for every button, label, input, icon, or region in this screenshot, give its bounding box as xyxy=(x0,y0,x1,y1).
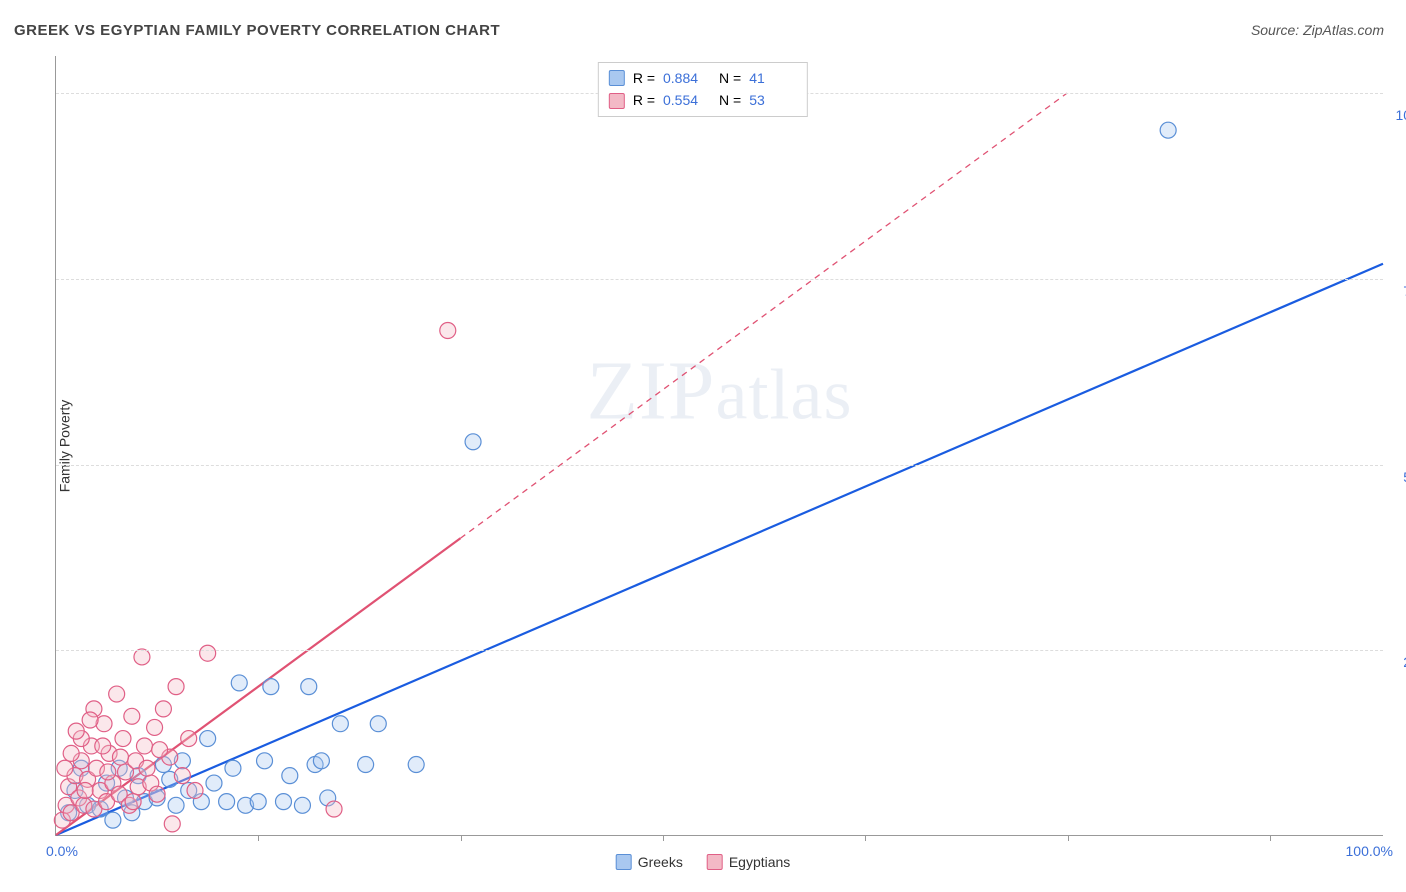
x-tick xyxy=(461,835,462,841)
scatter-point xyxy=(187,782,203,798)
scatter-point xyxy=(275,794,291,810)
x-tick xyxy=(258,835,259,841)
chart-svg xyxy=(56,56,1383,835)
scatter-point xyxy=(263,679,279,695)
source-attribution: Source: ZipAtlas.com xyxy=(1251,22,1384,38)
series-legend-label: Egyptians xyxy=(729,854,790,870)
gridline-h xyxy=(56,650,1383,651)
scatter-point xyxy=(77,782,93,798)
scatter-point xyxy=(174,768,190,784)
n-value: 41 xyxy=(749,67,797,89)
r-value: 0.554 xyxy=(663,89,711,111)
n-label: N = xyxy=(719,67,741,89)
y-tick-label: 50.0% xyxy=(1388,469,1406,485)
gridline-h xyxy=(56,465,1383,466)
scatter-point xyxy=(147,719,163,735)
scatter-point xyxy=(168,797,184,813)
scatter-point xyxy=(109,686,125,702)
correlation-legend: R = 0.884 N = 41 R = 0.554 N = 53 xyxy=(598,62,808,117)
scatter-point xyxy=(95,738,111,754)
scatter-point xyxy=(139,760,155,776)
scatter-point xyxy=(326,801,342,817)
scatter-point xyxy=(332,716,348,732)
x-tick xyxy=(1068,835,1069,841)
r-value: 0.884 xyxy=(663,67,711,89)
n-value: 53 xyxy=(749,89,797,111)
scatter-point xyxy=(136,738,152,754)
chart-title: GREEK VS EGYPTIAN FAMILY POVERTY CORRELA… xyxy=(14,22,500,39)
scatter-point xyxy=(63,745,79,761)
scatter-point xyxy=(181,731,197,747)
scatter-point xyxy=(358,757,374,773)
scatter-point xyxy=(125,794,141,810)
scatter-point xyxy=(282,768,298,784)
y-tick-label: 25.0% xyxy=(1388,654,1406,670)
legend-swatch xyxy=(609,93,625,109)
legend-swatch xyxy=(707,854,723,870)
scatter-point xyxy=(155,701,171,717)
scatter-point xyxy=(225,760,241,776)
regression-line-dashed xyxy=(460,93,1067,538)
y-tick-label: 75.0% xyxy=(1388,283,1406,299)
plot-area: ZIPatlas 0.0% 100.0% 25.0%50.0%75.0%100.… xyxy=(55,56,1383,836)
scatter-point xyxy=(1160,122,1176,138)
scatter-point xyxy=(219,794,235,810)
scatter-point xyxy=(370,716,386,732)
legend-swatch xyxy=(609,70,625,86)
series-legend-label: Greeks xyxy=(638,854,683,870)
scatter-point xyxy=(68,723,84,739)
r-label: R = xyxy=(633,67,655,89)
scatter-point xyxy=(206,775,222,791)
r-label: R = xyxy=(633,89,655,111)
gridline-h xyxy=(56,279,1383,280)
x-tick xyxy=(1270,835,1271,841)
scatter-point xyxy=(168,679,184,695)
scatter-point xyxy=(82,712,98,728)
scatter-point xyxy=(250,794,266,810)
scatter-point xyxy=(124,708,140,724)
correlation-legend-row: R = 0.554 N = 53 xyxy=(609,89,797,111)
series-legend: Greeks Egyptians xyxy=(616,854,791,870)
x-tick xyxy=(865,835,866,841)
scatter-point xyxy=(257,753,273,769)
scatter-point xyxy=(408,757,424,773)
x-origin-label: 0.0% xyxy=(46,843,78,859)
scatter-point xyxy=(105,812,121,828)
scatter-point xyxy=(200,645,216,661)
scatter-point xyxy=(440,323,456,339)
scatter-point xyxy=(149,786,165,802)
x-max-label: 100.0% xyxy=(1346,843,1393,859)
scatter-point xyxy=(134,649,150,665)
scatter-point xyxy=(231,675,247,691)
series-legend-item: Egyptians xyxy=(707,854,790,870)
x-tick xyxy=(663,835,664,841)
scatter-point xyxy=(152,742,168,758)
scatter-point xyxy=(57,760,73,776)
n-label: N = xyxy=(719,89,741,111)
scatter-point xyxy=(100,764,116,780)
scatter-point xyxy=(115,731,131,747)
legend-swatch xyxy=(616,854,632,870)
scatter-point xyxy=(313,753,329,769)
scatter-point xyxy=(294,797,310,813)
scatter-point xyxy=(164,816,180,832)
y-tick-label: 100.0% xyxy=(1388,107,1406,123)
scatter-point xyxy=(112,749,128,765)
series-legend-item: Greeks xyxy=(616,854,683,870)
regression-line xyxy=(56,264,1383,835)
correlation-legend-row: R = 0.884 N = 41 xyxy=(609,67,797,89)
scatter-point xyxy=(465,434,481,450)
scatter-point xyxy=(301,679,317,695)
scatter-point xyxy=(200,731,216,747)
